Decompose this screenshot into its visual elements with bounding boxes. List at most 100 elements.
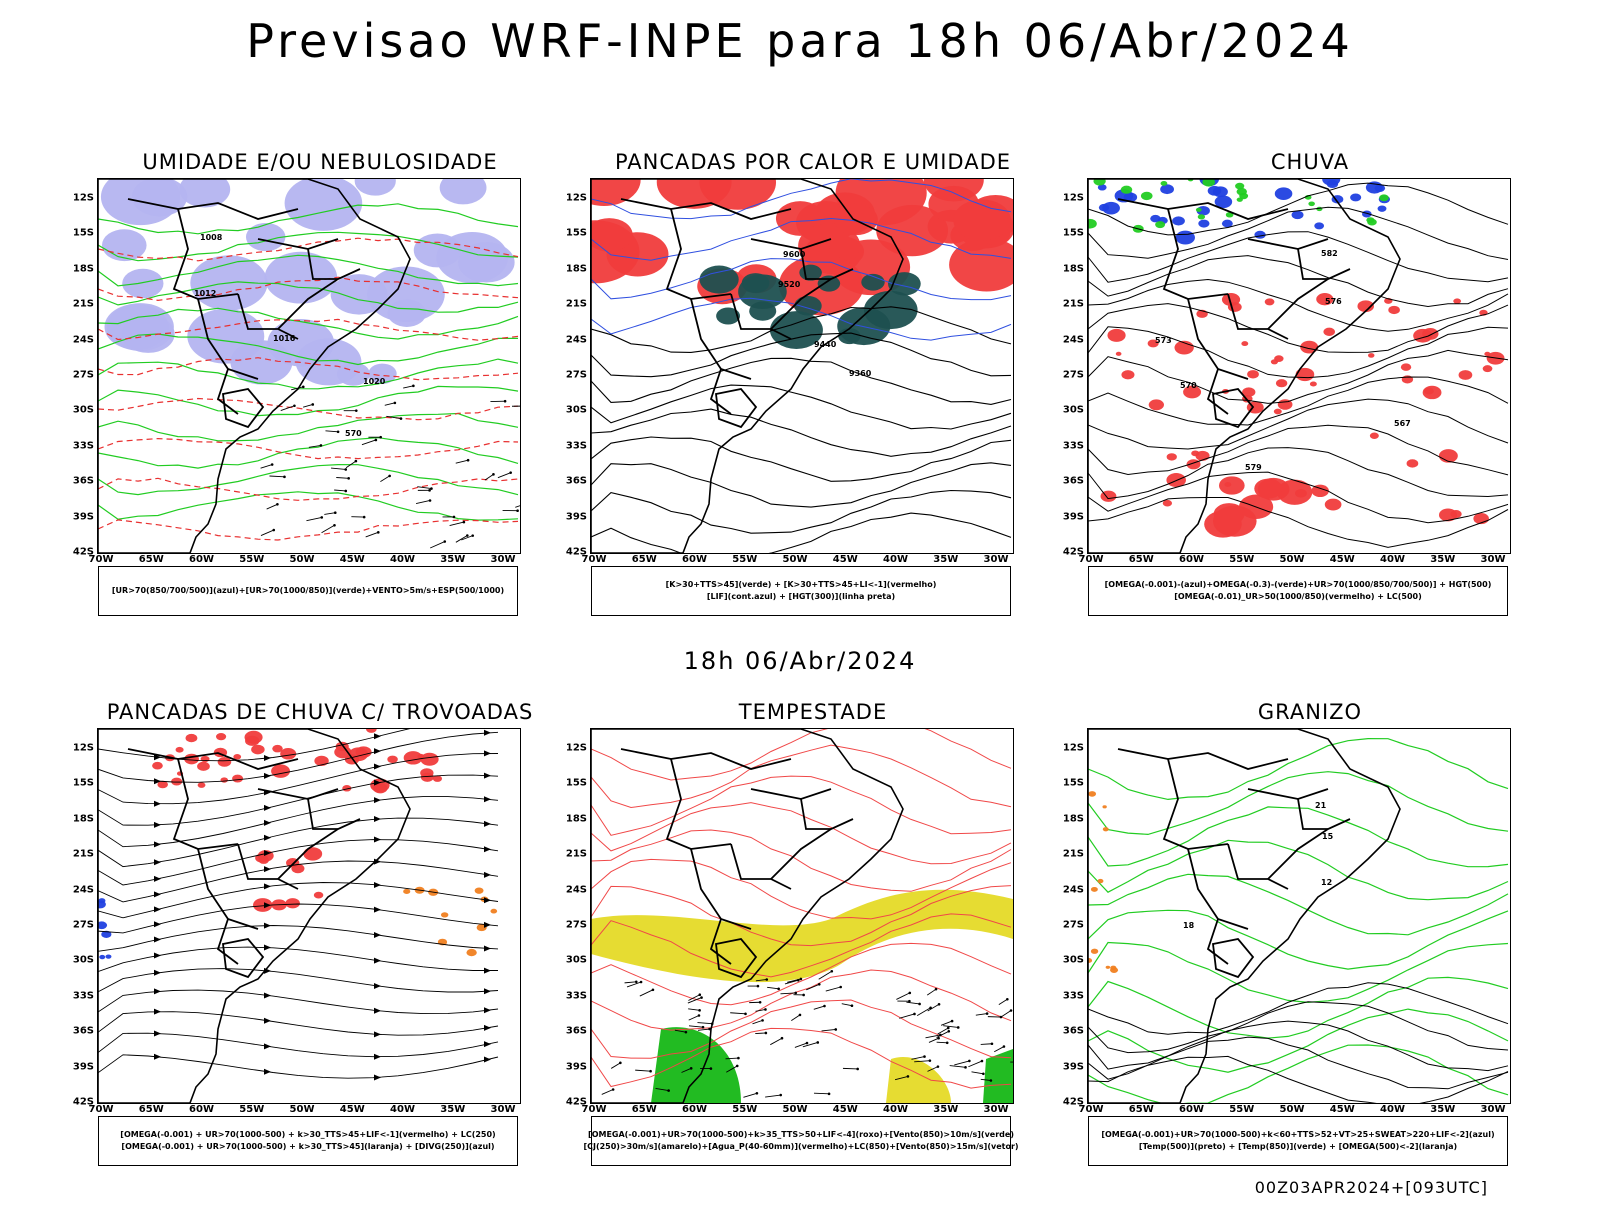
longitude-tick-label: 70W [89,554,114,565]
wind-vector-head [794,992,797,995]
field-region [1102,805,1106,808]
wind-vector-head [453,516,456,519]
longitude-tick-label: 40W [390,1104,415,1115]
wind-850-region [651,1027,741,1103]
wind-vector [999,999,1007,1004]
field-region [251,745,265,755]
latitude-tick-label: 30S [566,955,587,966]
streamline-arrow [264,805,271,811]
field-region [1424,388,1434,395]
field-region [198,782,206,788]
wind-vector [336,477,348,478]
longitude-tick-label: 50W [290,554,315,565]
wind-vector-head [744,1013,747,1016]
streamline-arrow [264,820,271,826]
streamline-arrow [154,988,161,994]
longitude-tick-label: 55W [732,1104,757,1115]
streamline [98,1012,498,1035]
isoline [98,438,518,469]
field-region [1453,298,1461,304]
wind-vector [450,522,464,525]
wind-vector-head [333,524,336,527]
wind-vector [269,476,284,477]
wind-vector [334,490,346,491]
wind-vector-head [612,1088,615,1091]
field-region [98,921,107,929]
streamline [98,990,498,1014]
longitude-tick-label: 45W [340,1104,365,1115]
streamline-arrow [264,923,271,929]
streamline-arrow [374,882,381,888]
field-region [421,773,434,782]
wind-vector-head [757,985,760,988]
state-border [1248,239,1328,249]
latitude-tick-label: 12S [1063,743,1084,754]
latitude-tick-label: 36S [1063,476,1084,487]
field-region [1308,201,1315,206]
wind-vector-head [667,1089,670,1092]
wind-vector-head [293,404,296,407]
streamline-arrow [484,730,491,736]
wind-vector [698,1029,710,1030]
latitude-tick-label: 21S [1063,849,1084,860]
longitude-tick-label: 30W [491,554,516,565]
field-region [102,229,147,261]
wind-vector-head [937,1065,940,1068]
field-region [1483,365,1493,372]
latitude-tick-label: 12S [1063,193,1084,204]
wind-vector [981,1044,992,1045]
wind-vector [791,1015,800,1021]
panel-title: TEMPESTADE [553,700,1073,724]
field-region [466,949,476,956]
wind-vector [765,1095,781,1097]
latitude-tick-label: 24S [1063,884,1084,895]
field-region [280,748,296,759]
latitude-tick-label: 30S [73,405,94,416]
contour-label: 12 [1321,878,1332,887]
longitude-tick-label: 50W [783,554,808,565]
streamline-arrow [484,796,491,802]
longitude-tick-label: 40W [1380,1104,1405,1115]
wind-vector-head [779,1094,782,1097]
field-region [1370,433,1379,439]
field-region [1388,306,1400,314]
wind-vector [899,1014,914,1018]
legend-line: [OMEGA(-0.001)+UR>70(1000-500)+k>35_TTS>… [588,1129,1014,1141]
wind-vector [795,1043,807,1047]
wind-vector-head [777,988,780,991]
latitude-tick-label: 15S [566,228,587,239]
panel-legend: [OMEGA(-0.001)-(azul)+OMEGA(-0.3)-(verde… [1088,566,1508,616]
map-canvas [98,729,520,1103]
field-region [1247,370,1259,378]
latitude-tick-label: 39S [1063,1061,1084,1072]
wind-vector-head [504,400,507,403]
longitude-tick-label: 70W [1079,554,1104,565]
field-region [220,777,228,782]
latitude-tick-label: 18S [566,813,587,824]
wind-vector-head [800,978,803,981]
isoline [591,729,1011,780]
streamline [98,947,498,971]
streamline-arrow [484,922,491,928]
field-region [1121,186,1132,194]
latitude-tick-label: 39S [566,1061,587,1072]
wind-vector-head [982,1073,985,1076]
longitude-tick-label: 35W [1430,554,1455,565]
longitude-tick-label: 50W [783,1104,808,1115]
streamline-arrow [154,1054,161,1060]
field-region [179,179,230,208]
wind-vector-head [429,499,432,502]
streamline-arrow [484,988,491,994]
field-region [1091,887,1098,892]
wind-vector [954,1061,969,1065]
latitude-tick-label: 27S [73,920,94,931]
streamline-arrow [264,992,271,998]
legend-line: [CJ(250)>30m/s](amarelo)+[Agua_P(40-60mm… [583,1141,1018,1153]
isoline [1088,739,1508,800]
legend-line: [OMEGA(-0.001)+UR>70(1000-500)+k<60+TTS>… [1101,1129,1494,1141]
wind-vector-head [509,471,512,474]
field-region [197,762,210,771]
field-region [314,892,323,899]
streamline-arrow [154,953,161,959]
wind-vector [306,517,321,520]
